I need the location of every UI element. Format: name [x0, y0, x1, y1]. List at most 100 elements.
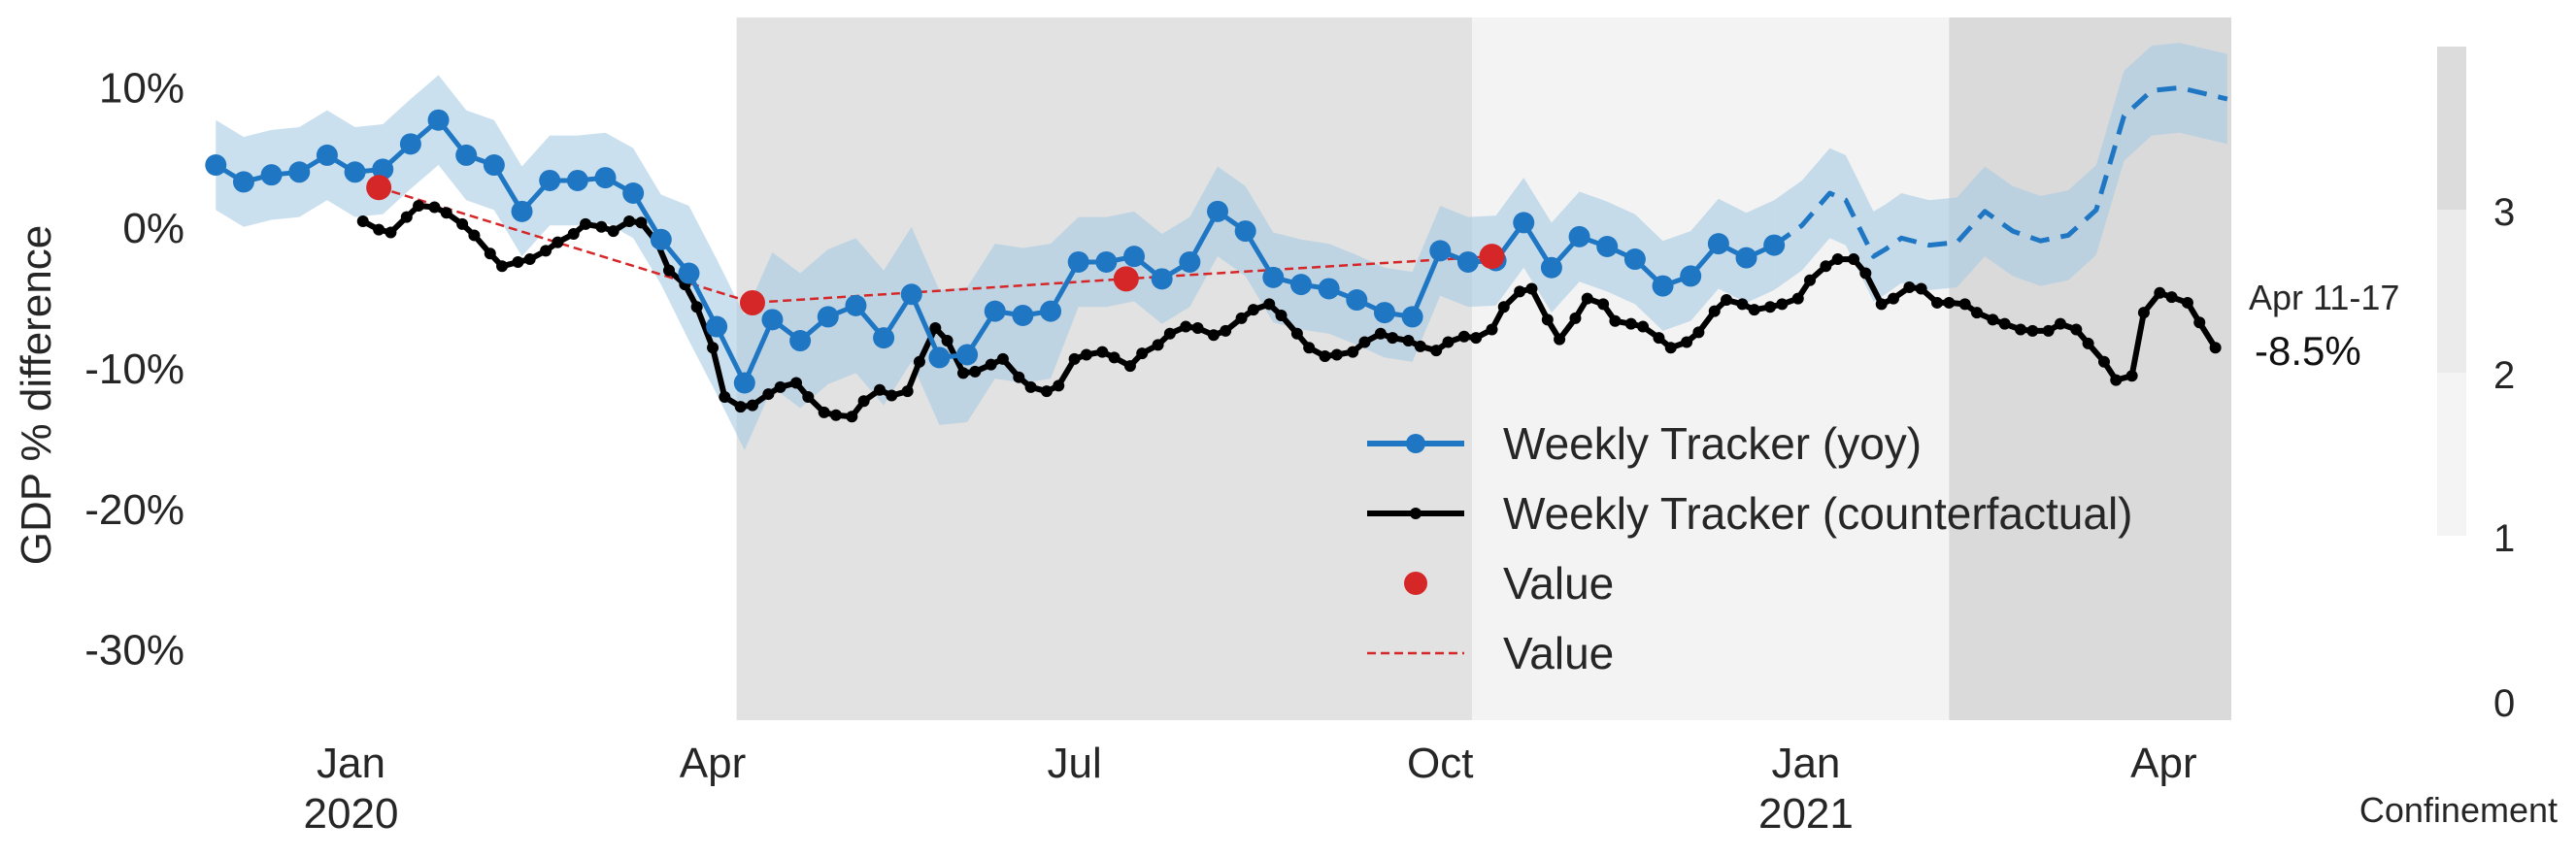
- counterfactual-point-115: [1943, 296, 1956, 309]
- yoy-point-4: [288, 161, 311, 183]
- yoy-point-15: [594, 167, 617, 189]
- counterfactual-point-16: [567, 227, 580, 240]
- counterfactual-point-121: [2026, 324, 2039, 337]
- legend-value-dot-label: Value: [1503, 558, 1614, 609]
- counterfactual-point-53: [1080, 348, 1092, 361]
- confinement-period-2: [1472, 17, 1950, 720]
- counterfactual-point-127: [2110, 374, 2123, 386]
- counterfactual-point-117: [1970, 307, 1983, 319]
- counterfactual-point-116: [1958, 298, 1971, 311]
- counterfactual-point-14: [540, 245, 552, 257]
- counterfactual-point-132: [2181, 296, 2193, 309]
- counterfactual-point-48: [1013, 371, 1025, 383]
- counterfactual-point-58: [1152, 339, 1164, 351]
- counterfactual-point-50: [1040, 385, 1053, 398]
- counterfactual-point-111: [1888, 292, 1899, 305]
- yoy-point-32: [1067, 250, 1089, 273]
- counterfactual-point-104: [1791, 292, 1804, 305]
- counterfactual-point-45: [969, 365, 982, 378]
- counterfactual-point-55: [1108, 351, 1121, 364]
- counterfactual-point-1: [356, 214, 369, 227]
- counterfactual-point-2: [373, 223, 385, 236]
- counterfactual-point-62: [1207, 329, 1220, 342]
- yoy-point-50: [1568, 225, 1590, 247]
- counterfactual-point-69: [1303, 342, 1316, 354]
- legend-counterfactual-marker: [1410, 508, 1422, 519]
- counterfactual-point-80: [1457, 330, 1470, 343]
- counterfactual-point-123: [2054, 317, 2066, 330]
- counterfactual-point-101: [1748, 304, 1760, 316]
- counterfactual-point-30: [762, 388, 775, 401]
- counterfactual-point-109: [1859, 267, 1872, 280]
- counterfactual-point-54: [1096, 346, 1109, 358]
- counterfactual-point-86: [1541, 313, 1554, 326]
- counterfactual-point-26: [707, 342, 719, 354]
- counterfactual-point-59: [1163, 327, 1176, 340]
- counterfactual-point-12: [512, 255, 524, 268]
- counterfactual-point-72: [1347, 346, 1359, 358]
- counterfactual-point-25: [690, 301, 703, 313]
- yoy-point-13: [539, 169, 561, 191]
- counterfactual-point-36: [846, 411, 858, 423]
- yoy-point-49: [1540, 256, 1562, 279]
- counterfactual-point-112: [1903, 281, 1916, 294]
- y-axis-ticks: 10% 0% -10% -20% -30%: [84, 64, 184, 674]
- counterfactual-point-74: [1374, 327, 1387, 340]
- colorbar-label: Confinement: [2359, 790, 2558, 830]
- counterfactual-point-105: [1804, 274, 1817, 286]
- counterfactual-point-38: [874, 383, 886, 396]
- counterfactual-point-64: [1235, 312, 1248, 324]
- yoy-point-56: [1735, 247, 1757, 269]
- counterfactual-point-129: [2137, 307, 2150, 319]
- yoy-point-52: [1623, 248, 1646, 271]
- counterfactual-point-10: [484, 247, 496, 260]
- confinement-colorbar: 0 1 2 3 Confinement: [2359, 47, 2558, 830]
- yoy-point-51: [1596, 236, 1619, 258]
- value-point-2: [739, 289, 765, 315]
- counterfactual-point-21: [635, 216, 648, 229]
- yoy-point-55: [1707, 233, 1729, 255]
- colorbar-segment-3: [2437, 47, 2466, 210]
- counterfactual-point-133: [2193, 316, 2206, 329]
- counterfactual-point-81: [1470, 332, 1483, 345]
- yoy-point-23: [817, 306, 839, 328]
- counterfactual-point-96: [1681, 336, 1693, 348]
- confinement-shading: [736, 17, 2231, 720]
- value-dashed-line: [378, 186, 1492, 305]
- counterfactual-point-61: [1191, 322, 1204, 335]
- counterfactual-point-33: [802, 390, 815, 403]
- yoy-point-7: [372, 158, 394, 181]
- counterfactual-point-8: [456, 217, 469, 230]
- counterfactual-point-40: [901, 385, 914, 398]
- yoy-point-42: [1346, 289, 1368, 312]
- counterfactual-point-57: [1136, 347, 1149, 360]
- counterfactual-point-89: [1581, 292, 1593, 305]
- counterfactual-point-5: [413, 200, 425, 213]
- counterfactual-point-65: [1247, 304, 1259, 316]
- counterfactual-point-134: [2209, 342, 2222, 354]
- yoy-point-21: [761, 309, 784, 331]
- counterfactual-point-71: [1330, 348, 1343, 361]
- counterfactual-point-70: [1319, 349, 1331, 362]
- yoy-point-20: [733, 372, 755, 394]
- counterfactual-point-110: [1875, 298, 1888, 311]
- yoy-point-29: [984, 300, 1006, 322]
- yoy-point-26: [900, 283, 922, 306]
- yoy-point-22: [789, 330, 812, 352]
- counterfactual-point-88: [1569, 312, 1582, 324]
- counterfactual-point-47: [996, 352, 1009, 365]
- legend-value-dashed-label: Value: [1503, 628, 1614, 678]
- yoy-point-6: [344, 161, 366, 183]
- counterfactual-point-9: [468, 229, 481, 242]
- counterfactual-point-90: [1597, 298, 1610, 311]
- counterfactual-point-118: [1987, 313, 1999, 326]
- yoy-point-40: [1289, 274, 1312, 296]
- counterfactual-point-35: [829, 409, 842, 421]
- counterfactual-point-130: [2154, 286, 2166, 299]
- value-point-1: [366, 175, 392, 201]
- x-tick-5: Jan: [1771, 740, 1840, 787]
- yoy-point-28: [956, 344, 979, 366]
- counterfactual-point-131: [2165, 291, 2178, 304]
- yoy-point-48: [1513, 212, 1535, 234]
